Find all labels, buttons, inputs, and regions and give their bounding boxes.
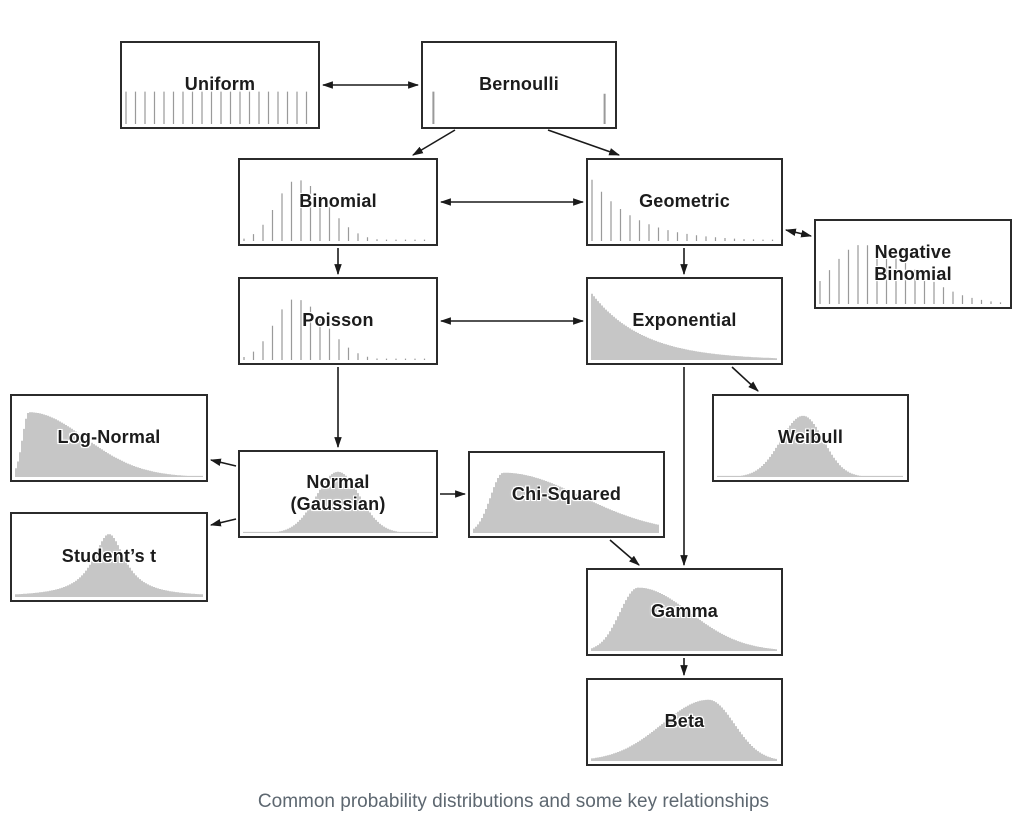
students-t-label: Student’s t bbox=[12, 514, 206, 600]
chi-squared-hatch-lines bbox=[473, 472, 659, 533]
edge-geometric-negative-binomial bbox=[784, 228, 813, 238]
weibull-hatch-lines bbox=[717, 415, 903, 477]
weibull-label-line: Weibull bbox=[777, 427, 844, 448]
normal-hatch-lines bbox=[243, 471, 433, 533]
bernoulli-hatch-lines bbox=[432, 91, 606, 124]
poisson-label-line: Poisson bbox=[302, 310, 374, 331]
poisson-distribution-sketch bbox=[243, 299, 426, 360]
negative-binomial-distribution-sketch bbox=[819, 245, 1002, 304]
geometric-distribution-sketch bbox=[591, 179, 774, 241]
edge-exponential-weibull bbox=[731, 366, 759, 392]
chi-squared-label: Chi-Squared bbox=[470, 453, 663, 536]
edge-normal-log-normal bbox=[209, 458, 237, 467]
node-negative-binomial: Negative Binomial bbox=[814, 219, 1012, 309]
node-bernoulli: Bernoulli bbox=[421, 41, 617, 129]
exponential-label: Exponential bbox=[588, 279, 781, 363]
node-poisson: Poisson bbox=[238, 277, 438, 365]
beta-distribution-sketch bbox=[591, 699, 777, 761]
bernoulli-distribution-sketch bbox=[432, 91, 606, 124]
binomial-distribution-sketch bbox=[243, 180, 426, 241]
exponential-distribution-sketch bbox=[591, 293, 777, 360]
caption: Common probability distributions and som… bbox=[257, 791, 770, 812]
node-binomial: Binomial bbox=[238, 158, 438, 246]
chi-squared-distribution-sketch bbox=[473, 472, 659, 533]
node-uniform: Uniform bbox=[120, 41, 320, 129]
uniform-label: Uniform bbox=[122, 43, 318, 127]
negative-binomial-hatch-lines bbox=[819, 245, 1002, 304]
students-t-label-line: Student’s t bbox=[61, 546, 157, 567]
node-weibull: Weibull bbox=[712, 394, 909, 482]
poisson-label: Poisson bbox=[240, 279, 436, 363]
poisson-hatch-lines bbox=[243, 299, 426, 360]
binomial-label: Binomial bbox=[240, 160, 436, 244]
chi-squared-label-line: Chi-Squared bbox=[511, 483, 622, 504]
negative-binomial-label-line: Negative bbox=[874, 242, 952, 263]
geometric-label-line: Geometric bbox=[639, 191, 730, 212]
normal-label: Normal (Gaussian) bbox=[240, 452, 436, 536]
beta-label: Beta bbox=[588, 680, 781, 764]
negative-binomial-label-line: Binomial bbox=[874, 264, 952, 284]
negative-binomial-label: Negative Binomial bbox=[816, 221, 1010, 307]
uniform-label-line: Uniform bbox=[184, 74, 256, 95]
node-log-normal: Log-Normal bbox=[10, 394, 208, 482]
normal-label-line: (Gaussian) bbox=[290, 494, 386, 514]
edge-normal-students-t bbox=[209, 518, 237, 527]
geometric-label: Geometric bbox=[588, 160, 781, 244]
node-students-t: Student’s t bbox=[10, 512, 208, 602]
beta-label-line: Beta bbox=[664, 711, 705, 732]
gamma-label-line: Gamma bbox=[650, 601, 719, 622]
geometric-hatch-lines bbox=[591, 179, 774, 241]
binomial-hatch-lines bbox=[243, 180, 426, 241]
log-normal-hatch-lines bbox=[15, 412, 203, 477]
bernoulli-label-line: Bernoulli bbox=[479, 74, 559, 95]
binomial-label-line: Binomial bbox=[299, 191, 377, 212]
log-normal-label-line: Log-Normal bbox=[57, 427, 161, 448]
node-normal: Normal (Gaussian) bbox=[238, 450, 438, 538]
weibull-distribution-sketch bbox=[717, 415, 903, 477]
log-normal-label: Log-Normal bbox=[12, 396, 206, 480]
exponential-label-line: Exponential bbox=[632, 310, 737, 331]
node-exponential: Exponential bbox=[586, 277, 783, 365]
node-chi-squared: Chi-Squared bbox=[468, 451, 665, 538]
edge-bernoulli-binomial bbox=[412, 129, 456, 156]
node-gamma: Gamma bbox=[586, 568, 783, 656]
gamma-distribution-sketch bbox=[591, 587, 777, 651]
normal-label-line: Normal bbox=[306, 472, 370, 493]
uniform-distribution-sketch bbox=[125, 91, 308, 124]
bernoulli-label: Bernoulli bbox=[423, 43, 615, 127]
uniform-hatch-lines bbox=[125, 91, 308, 124]
edge-bernoulli-geometric bbox=[547, 129, 621, 156]
edge-chi-squared-gamma bbox=[609, 539, 640, 566]
gamma-hatch-lines bbox=[591, 587, 777, 651]
log-normal-distribution-sketch bbox=[15, 412, 203, 477]
gamma-label: Gamma bbox=[588, 570, 781, 654]
exponential-hatch-lines bbox=[591, 293, 777, 360]
node-beta: Beta bbox=[586, 678, 783, 766]
weibull-label: Weibull bbox=[714, 396, 907, 480]
students-t-hatch-lines bbox=[15, 534, 203, 597]
beta-hatch-lines bbox=[591, 699, 777, 761]
node-geometric: Geometric bbox=[586, 158, 783, 246]
normal-distribution-sketch bbox=[243, 471, 433, 533]
students-t-distribution-sketch bbox=[15, 534, 203, 597]
